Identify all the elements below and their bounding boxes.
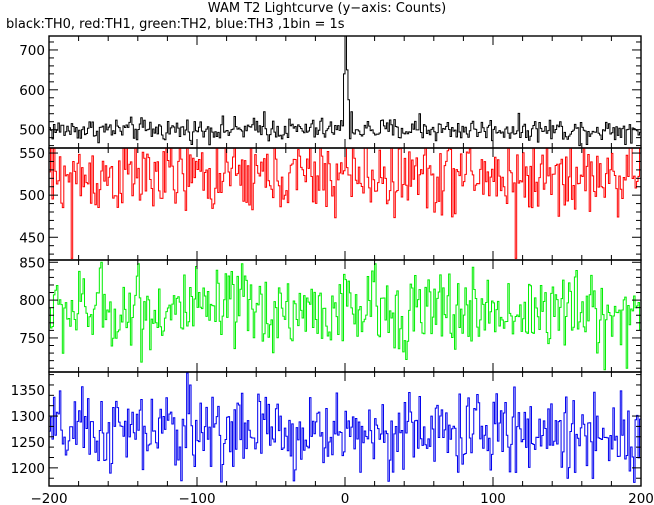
y-tick-label: 1250	[11, 435, 45, 451]
y-tick-label: 500	[19, 188, 45, 204]
y-tick-label: 700	[19, 43, 45, 59]
y-tick-label: 850	[19, 255, 45, 271]
x-tick-label: 0	[341, 491, 350, 505]
x-tick-label: −100	[178, 491, 215, 505]
y-tick-label: 750	[19, 331, 45, 347]
y-tick-label: 1350	[11, 383, 45, 399]
series-line-th0	[49, 35, 642, 147]
chart-title: WAM T2 Lightcurve (y−axis: Counts)	[207, 1, 447, 16]
series-line-th2	[49, 261, 642, 371]
x-tick-label: −200	[30, 491, 67, 505]
y-tick-label: 1300	[11, 409, 45, 425]
y-tick-label: 500	[19, 123, 45, 139]
y-tick-label: 800	[19, 293, 45, 309]
y-tick-label: 1200	[11, 461, 45, 477]
y-tick-label: 550	[19, 146, 45, 162]
chart-subtitle: black:TH0, red:TH1, green:TH2, blue:TH3 …	[6, 17, 345, 32]
y-tick-label: 600	[19, 83, 45, 99]
x-tick-label: 200	[628, 491, 654, 505]
series-line-th3	[49, 372, 642, 483]
series-line-th1	[49, 147, 642, 259]
y-tick-label: 450	[19, 230, 45, 246]
x-tick-label: 100	[480, 491, 506, 505]
